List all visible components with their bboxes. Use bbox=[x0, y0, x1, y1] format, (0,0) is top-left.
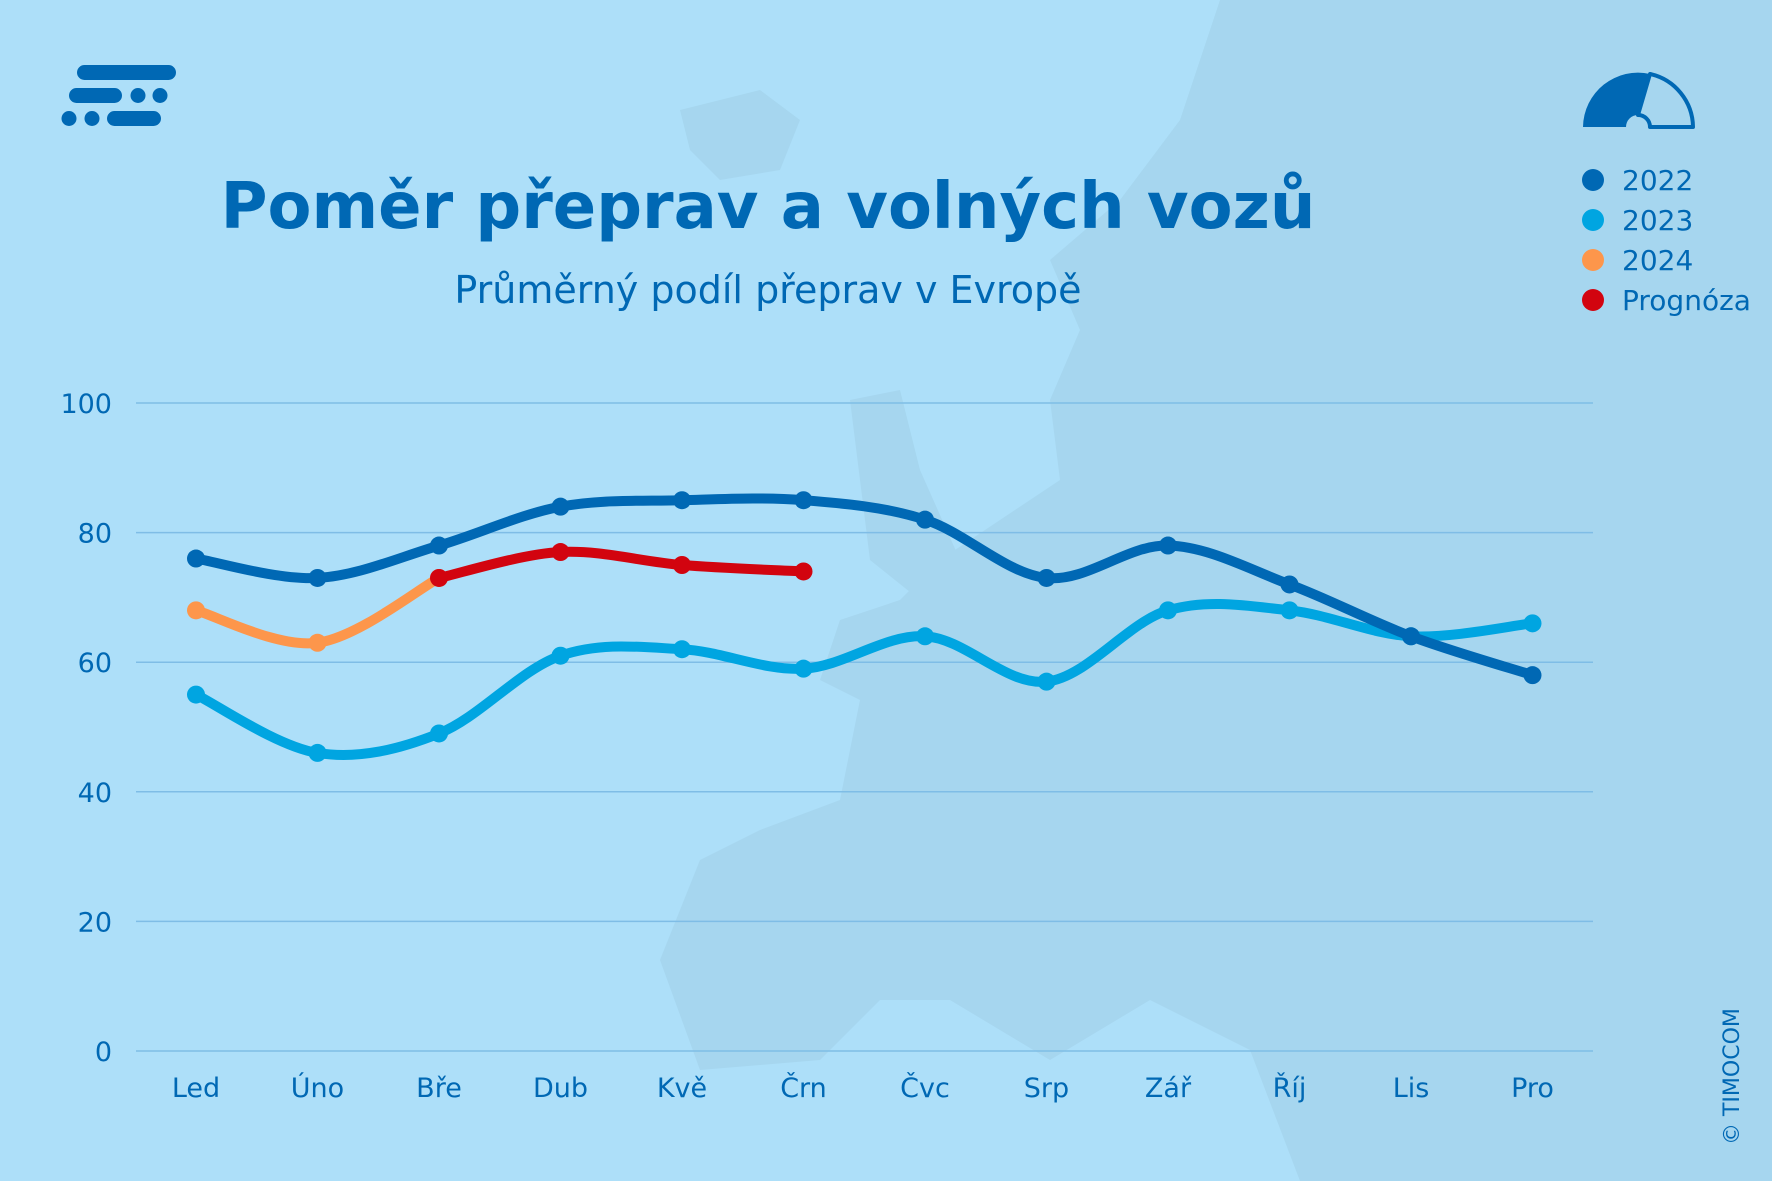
data-point-2022 bbox=[1037, 568, 1056, 587]
legend-marker bbox=[1582, 209, 1604, 231]
x-tick-label: Dub bbox=[533, 1073, 588, 1104]
data-point-2023 bbox=[187, 685, 205, 704]
chart-title: Poměr přeprav a volných vozů bbox=[220, 170, 1316, 244]
timocom-logo-icon bbox=[61, 65, 176, 126]
x-tick-label: Čvc bbox=[900, 1072, 950, 1104]
y-tick-label: 60 bbox=[78, 648, 112, 679]
data-point-Prognóza bbox=[673, 556, 691, 574]
series-line-Prognóza bbox=[434, 546, 809, 583]
data-point-2022 bbox=[430, 536, 448, 555]
data-point-2022 bbox=[1523, 666, 1542, 685]
data-point-2022 bbox=[551, 497, 570, 516]
data-point-2023 bbox=[1523, 614, 1542, 633]
y-tick-label: 40 bbox=[78, 778, 112, 809]
data-point-2022 bbox=[794, 491, 813, 510]
series-line-2023 bbox=[191, 598, 1538, 760]
data-point-2022 bbox=[308, 568, 327, 587]
x-tick-label: Zář bbox=[1145, 1073, 1192, 1104]
y-tick-label: 80 bbox=[78, 519, 112, 550]
data-point-2023 bbox=[551, 646, 570, 665]
data-point-2022 bbox=[187, 549, 205, 568]
data-point-2023 bbox=[794, 659, 813, 678]
data-point-2023 bbox=[1159, 601, 1177, 620]
data-point-Prognóza bbox=[794, 562, 813, 581]
gauge-icon bbox=[1583, 72, 1695, 129]
x-tick-label: Črn bbox=[780, 1072, 827, 1104]
y-tick-label: 0 bbox=[95, 1037, 112, 1068]
data-point-2022 bbox=[673, 491, 691, 510]
y-tick-label: 20 bbox=[78, 907, 112, 938]
legend-item-forecast: Prognóza bbox=[1582, 280, 1751, 320]
data-point-2023 bbox=[1280, 601, 1299, 620]
legend-label: 2023 bbox=[1622, 203, 1694, 237]
legend: 2022 2023 2024 Prognóza bbox=[1582, 160, 1751, 320]
data-point-2022 bbox=[1402, 627, 1420, 646]
legend-item-2023: 2023 bbox=[1582, 200, 1751, 240]
legend-marker bbox=[1582, 249, 1604, 271]
data-point-2023 bbox=[916, 627, 934, 646]
data-point-2022 bbox=[1280, 575, 1299, 594]
series-line-2024 bbox=[191, 572, 444, 649]
series-line-2022 bbox=[191, 493, 1538, 681]
legend-label: 2024 bbox=[1622, 243, 1694, 277]
legend-item-2024: 2024 bbox=[1582, 240, 1751, 280]
x-tick-label: Led bbox=[172, 1073, 220, 1104]
data-point-2022 bbox=[1159, 536, 1177, 555]
x-tick-label: Říj bbox=[1273, 1072, 1307, 1104]
legend-marker bbox=[1582, 289, 1604, 311]
data-point-Prognóza bbox=[551, 543, 570, 562]
x-tick-label: Bře bbox=[416, 1073, 462, 1104]
data-point-2024 bbox=[187, 601, 205, 620]
legend-label: Prognóza bbox=[1622, 283, 1751, 317]
legend-item-2022: 2022 bbox=[1582, 160, 1751, 200]
legend-marker bbox=[1582, 169, 1604, 191]
data-point-2023 bbox=[1037, 672, 1056, 691]
copyright: © TIMOCOM bbox=[1720, 1008, 1745, 1145]
chart-subtitle: Průměrný podíl přeprav v Evropě bbox=[454, 268, 1082, 312]
data-point-2023 bbox=[430, 724, 448, 743]
data-point-2023 bbox=[673, 640, 691, 659]
data-point-Prognóza bbox=[430, 568, 448, 587]
data-point-2022 bbox=[916, 510, 934, 529]
x-tick-label: Lis bbox=[1393, 1073, 1430, 1104]
x-tick-label: Kvě bbox=[657, 1073, 707, 1104]
data-point-2024 bbox=[308, 633, 327, 652]
x-tick-label: Srp bbox=[1024, 1073, 1069, 1104]
y-tick-label: 100 bbox=[60, 389, 112, 420]
x-tick-label: Úno bbox=[291, 1072, 344, 1104]
data-point-2023 bbox=[308, 743, 327, 762]
x-tick-label: Pro bbox=[1511, 1073, 1554, 1104]
legend-label: 2022 bbox=[1622, 163, 1694, 197]
